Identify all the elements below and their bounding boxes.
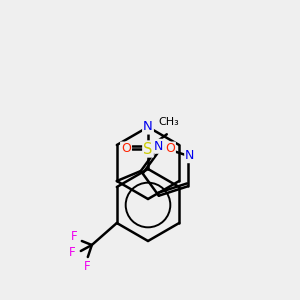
- Text: N: N: [154, 140, 164, 153]
- Text: F: F: [68, 247, 75, 260]
- Text: O: O: [165, 142, 175, 155]
- Text: N: N: [143, 121, 153, 134]
- Text: F: F: [70, 230, 77, 244]
- Text: S: S: [143, 142, 153, 157]
- Text: N: N: [185, 149, 194, 162]
- Text: CH₃: CH₃: [158, 117, 179, 127]
- Text: O: O: [121, 142, 131, 155]
- Text: F: F: [83, 260, 90, 274]
